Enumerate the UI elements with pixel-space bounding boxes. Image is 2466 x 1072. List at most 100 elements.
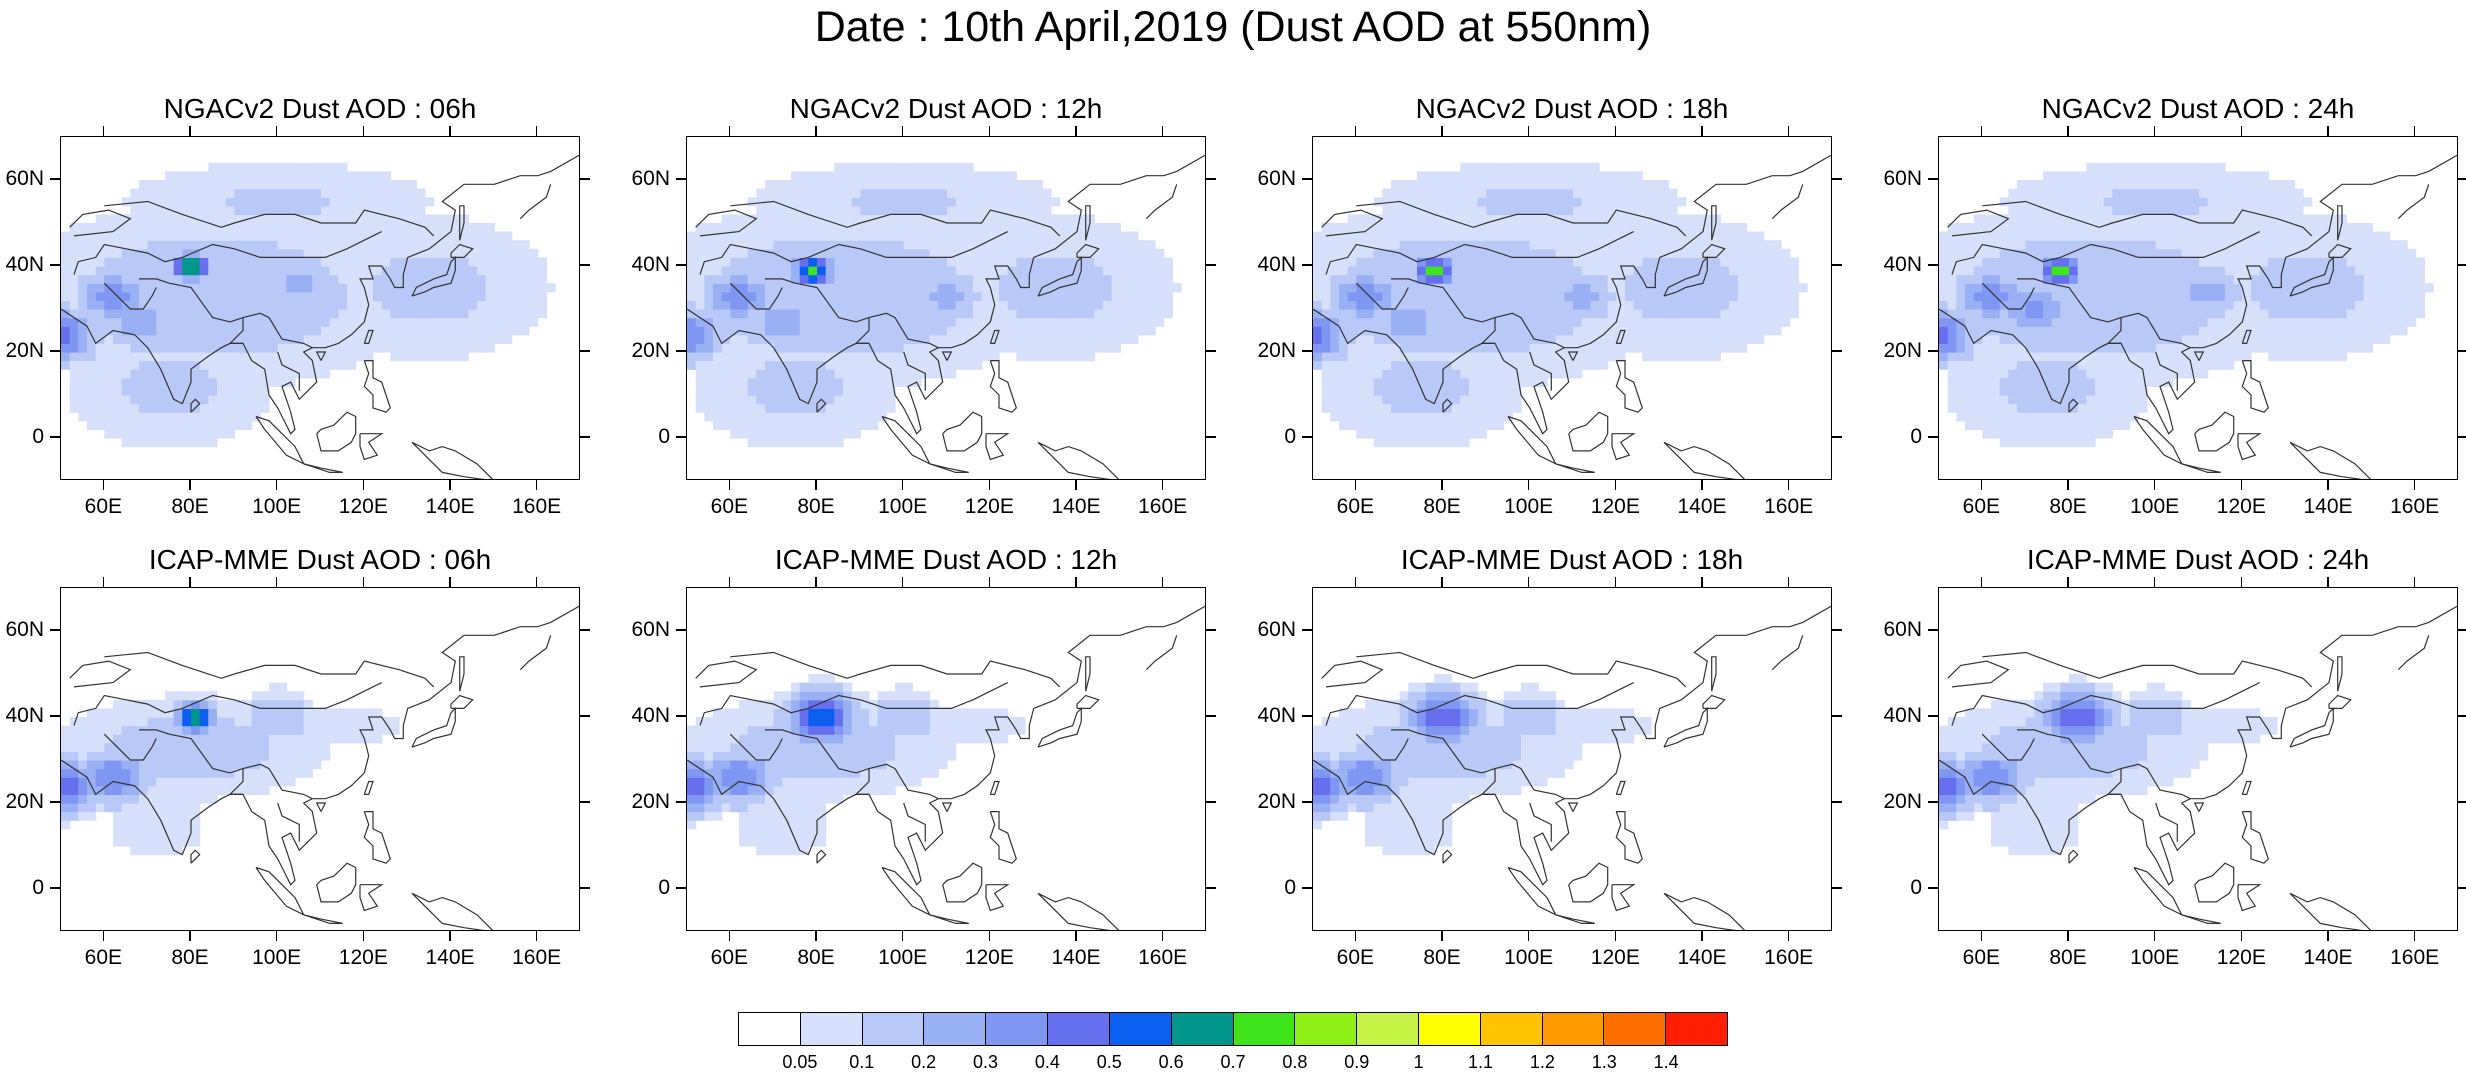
aod-cell [1599, 188, 1609, 198]
aod-cell [130, 377, 140, 387]
aod-cell [173, 283, 183, 293]
aod-cell [1356, 326, 1366, 336]
aod-cell [1642, 205, 1652, 215]
aod-cell [704, 412, 714, 422]
aod-cell [2077, 438, 2087, 448]
aod-cell [947, 257, 957, 267]
aod-cell [295, 257, 305, 267]
aod-cell [1077, 343, 1087, 353]
aod-cell [834, 274, 844, 284]
aod-cell [1330, 257, 1340, 267]
aod-cell [1399, 412, 1409, 422]
aod-cell [721, 369, 731, 379]
aod-cell [2095, 188, 2105, 198]
aod-cell [877, 274, 887, 284]
aod-cell [1085, 274, 1095, 284]
coastline [1568, 411, 1609, 452]
aod-cell [87, 300, 97, 310]
aod-cell [1094, 231, 1104, 241]
aod-cell [234, 412, 244, 422]
aod-cell [2069, 386, 2079, 396]
aod-cell [1581, 343, 1591, 353]
aod-cell [1417, 300, 1427, 310]
aod-cell [390, 223, 400, 233]
aod-cell [1111, 326, 1121, 336]
aod-cell [1016, 317, 1026, 327]
aod-cell [1469, 300, 1479, 310]
aod-cell [1382, 352, 1392, 362]
aod-cell [2147, 231, 2157, 241]
aod-cell [903, 274, 913, 284]
aod-cell [2086, 352, 2096, 362]
aod-cell [886, 283, 896, 293]
aod-cell [1486, 403, 1496, 413]
aod-cell [442, 309, 452, 319]
aod-cell [243, 180, 253, 190]
aod-cell [1068, 283, 1078, 293]
aod-cell [1633, 248, 1643, 258]
aod-cell [765, 266, 775, 276]
aod-cell [1469, 231, 1479, 241]
aod-cell [104, 291, 114, 301]
aod-cell [537, 291, 547, 301]
aod-cell [338, 343, 348, 353]
aod-cell [355, 214, 365, 224]
aod-cell [130, 205, 140, 215]
coastline [1325, 243, 1435, 275]
aod-cell [2129, 403, 2139, 413]
aod-cell [2060, 231, 2070, 241]
aod-cell [1077, 214, 1087, 224]
aod-cell [1573, 283, 1583, 293]
aod-cell [851, 248, 861, 258]
aod-cell [1616, 317, 1626, 327]
aod-cell [2147, 197, 2157, 207]
aod-cell [747, 223, 757, 233]
aod-cell [2155, 214, 2165, 224]
aod-cell [1633, 300, 1643, 310]
aod-cell [704, 360, 714, 370]
aod-cell [1339, 223, 1349, 233]
aod-cell [981, 197, 991, 207]
aod-cell [973, 291, 983, 301]
aod-cell [130, 438, 140, 448]
aod-cell [139, 240, 149, 250]
aod-cell [2060, 214, 2070, 224]
coastline [1711, 205, 1717, 241]
aod-cell [303, 188, 313, 198]
aod-cell [1625, 274, 1635, 284]
aod-cell [442, 326, 452, 336]
aod-cell [1703, 223, 1713, 233]
aod-cell [1477, 283, 1487, 293]
aod-cell [1025, 214, 1035, 224]
coastline [1771, 184, 1804, 220]
aod-cell [251, 162, 261, 172]
aod-cell [912, 197, 922, 207]
aod-cell [1599, 231, 1609, 241]
aod-cell [2086, 403, 2096, 413]
aod-cell [2008, 257, 2018, 267]
aod-cell [87, 283, 97, 293]
aod-cell [1042, 197, 1052, 207]
aod-cell [799, 412, 809, 422]
aod-cell [2112, 223, 2122, 233]
aod-cell [78, 352, 88, 362]
aod-cell [225, 360, 235, 370]
aod-cell [2034, 188, 2044, 198]
aod-cell [2199, 180, 2209, 190]
aod-cell [1373, 283, 1383, 293]
aod-cell [1651, 326, 1661, 336]
aod-cell [1382, 291, 1392, 301]
aod-cell [912, 352, 922, 362]
aod-cell [1365, 403, 1375, 413]
aod-cell [2051, 334, 2061, 344]
aod-cell [1668, 326, 1678, 336]
aod-cell [451, 223, 461, 233]
aod-cell [912, 171, 922, 181]
aod-cell [1564, 300, 1574, 310]
aod-cell [1321, 343, 1331, 353]
aod-cell [1503, 343, 1513, 353]
aod-cell [903, 205, 913, 215]
aod-cell [1789, 300, 1799, 310]
aod-cell [113, 352, 123, 362]
aod-cell [817, 326, 827, 336]
